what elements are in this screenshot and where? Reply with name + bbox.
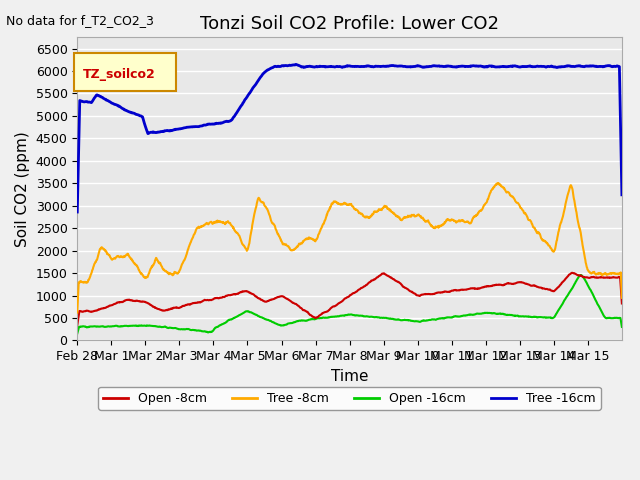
Y-axis label: Soil CO2 (ppm): Soil CO2 (ppm) [15, 131, 30, 247]
Text: TZ_soilco2: TZ_soilco2 [83, 68, 156, 81]
Legend: Open -8cm, Tree -8cm, Open -16cm, Tree -16cm: Open -8cm, Tree -8cm, Open -16cm, Tree -… [99, 387, 601, 410]
Text: No data for f_T2_CO2_3: No data for f_T2_CO2_3 [6, 14, 154, 27]
Title: Tonzi Soil CO2 Profile: Lower CO2: Tonzi Soil CO2 Profile: Lower CO2 [200, 15, 499, 33]
X-axis label: Time: Time [331, 369, 369, 384]
